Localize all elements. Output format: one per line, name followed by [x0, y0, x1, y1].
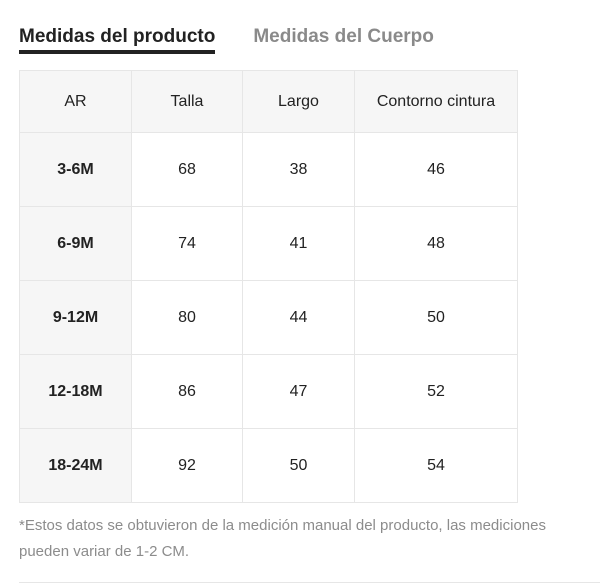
talla-cell: 86: [131, 354, 243, 429]
largo-cell: 38: [242, 132, 355, 207]
size-label: 18-24M: [19, 428, 132, 503]
talla-cell: 80: [131, 280, 243, 355]
size-label: 6-9M: [19, 206, 132, 281]
size-label: 3-6M: [19, 132, 132, 207]
contorno-cintura-cell: 48: [354, 206, 518, 281]
column-header-ar: AR: [19, 70, 132, 133]
size-table: AR Talla Largo Contorno cintura 3-6M 68 …: [19, 70, 518, 503]
table-row: 18-24M 92 50 54: [19, 428, 518, 503]
largo-cell: 50: [242, 428, 355, 503]
talla-cell: 74: [131, 206, 243, 281]
largo-cell: 41: [242, 206, 355, 281]
measurement-disclaimer: *Estos datos se obtuvieron de la medició…: [19, 517, 546, 560]
divider: [19, 582, 600, 583]
largo-cell: 44: [242, 280, 355, 355]
size-label: 9-12M: [19, 280, 132, 355]
table-row: 9-12M 80 44 50: [19, 280, 518, 355]
column-header-talla: Talla: [131, 70, 243, 133]
tab-body-measurements[interactable]: Medidas del Cuerpo: [253, 26, 434, 47]
column-header-contorno-cintura: Contorno cintura: [354, 70, 518, 133]
contorno-cintura-cell: 52: [354, 354, 518, 429]
table-row: 12-18M 86 47 52: [19, 354, 518, 429]
measurement-tabs: Medidas del producto Medidas del Cuerpo: [19, 26, 434, 54]
size-label: 12-18M: [19, 354, 132, 429]
table-header-row: AR Talla Largo Contorno cintura: [19, 70, 518, 133]
largo-cell: 47: [242, 354, 355, 429]
tab-product-measurements[interactable]: Medidas del producto: [19, 26, 216, 54]
table-row: 3-6M 68 38 46: [19, 132, 518, 207]
talla-cell: 92: [131, 428, 243, 503]
table-row: 6-9M 74 41 48: [19, 206, 518, 281]
contorno-cintura-cell: 50: [354, 280, 518, 355]
contorno-cintura-cell: 54: [354, 428, 518, 503]
column-header-largo: Largo: [242, 70, 355, 133]
talla-cell: 68: [131, 132, 243, 207]
contorno-cintura-cell: 46: [354, 132, 518, 207]
